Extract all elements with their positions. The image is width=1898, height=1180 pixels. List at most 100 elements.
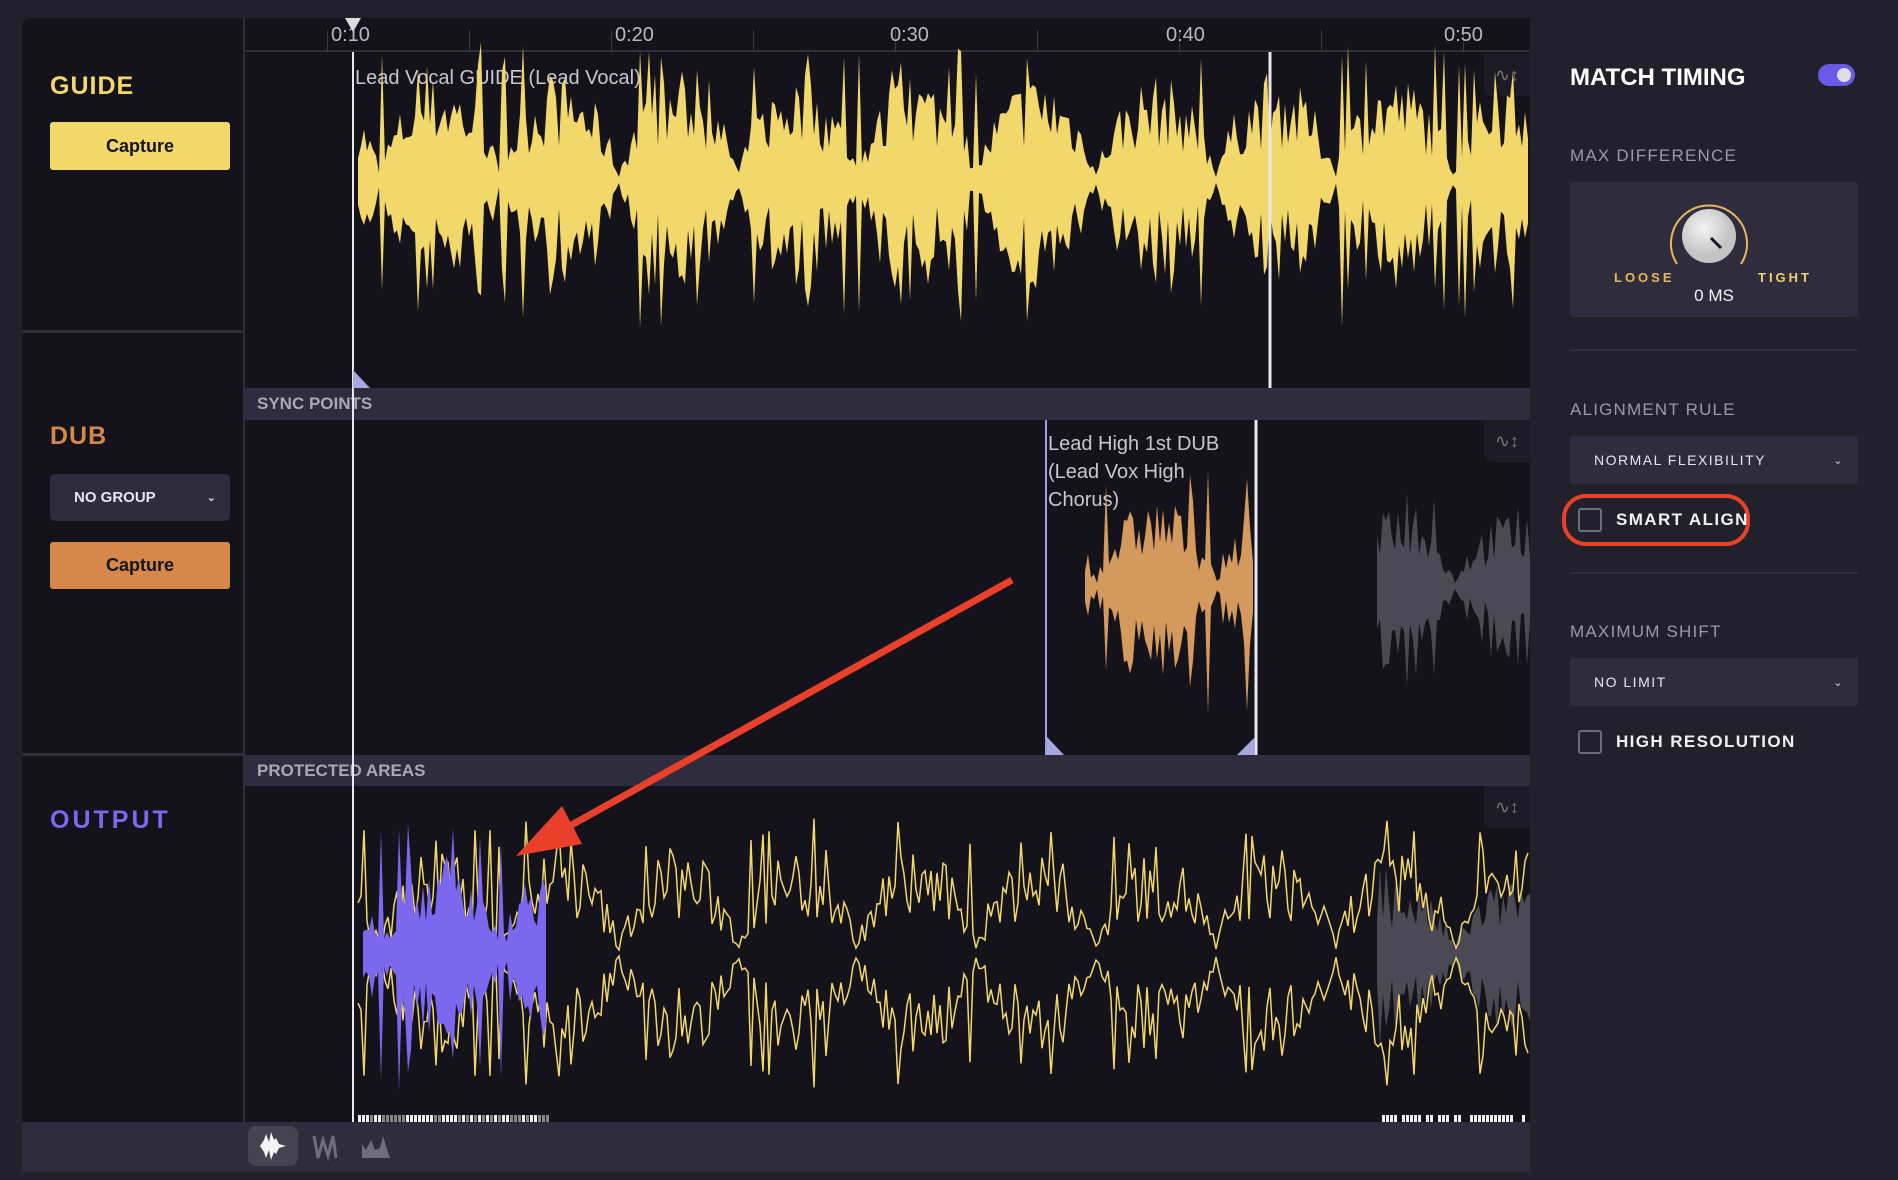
waveform-zoom-button[interactable]: ∿↕	[1484, 420, 1530, 462]
protected-area-mark	[362, 1115, 365, 1122]
protected-area-mark	[1482, 1115, 1485, 1122]
protected-area-mark	[1394, 1115, 1397, 1122]
ruler-tick	[753, 30, 754, 52]
smart-align-label[interactable]: SMART ALIGN	[1616, 510, 1749, 529]
protected-area-mark	[1490, 1115, 1493, 1122]
protected-area-mark	[1402, 1115, 1405, 1122]
chevron-down-icon: ⌄	[1833, 676, 1844, 689]
match-timing-toggle[interactable]	[1818, 64, 1855, 86]
dub-capture-button[interactable]: Capture	[50, 542, 230, 589]
protected-area-mark	[398, 1115, 401, 1122]
protected-area-mark	[366, 1115, 369, 1122]
protected-area-mark	[506, 1115, 509, 1122]
protected-area-mark	[406, 1115, 409, 1122]
waveform-zoom-icon: ∿↕	[1494, 430, 1520, 451]
timeline-panel: 0:10 0:20 0:30 0:40 0:50 GUIDE Capture D…	[22, 18, 1530, 1172]
output-guide-outline	[357, 954, 1529, 1088]
match-timing-panel: MATCH TIMING MAX DIFFERENCE LOOSE TIGHT …	[1530, 0, 1898, 1180]
dub-group-select[interactable]: NO GROUP ⌄	[50, 474, 230, 521]
protected-area-mark	[1418, 1115, 1421, 1122]
protected-area-mark	[478, 1115, 481, 1122]
protected-area-mark	[1442, 1115, 1445, 1122]
protected-area-mark	[1494, 1115, 1497, 1122]
ruler-label: 0:50	[1444, 24, 1483, 46]
protected-area-mark	[390, 1115, 393, 1122]
maximum-shift-select[interactable]: NO LIMIT ⌄	[1570, 658, 1858, 706]
guide-capture-button[interactable]: Capture	[50, 122, 230, 170]
max-difference-label: MAX DIFFERENCE	[1570, 146, 1737, 165]
protected-area-mark	[470, 1115, 473, 1122]
ruler-label: 0:40	[1166, 24, 1205, 46]
ruler-label: 0:30	[890, 24, 929, 46]
waveform-line-icon	[312, 1134, 338, 1162]
protected-area-mark	[374, 1115, 377, 1122]
protected-area-mark	[502, 1115, 505, 1122]
ruler-tick	[1321, 30, 1322, 52]
output-waveform	[363, 823, 546, 1091]
protected-area-mark	[410, 1115, 413, 1122]
protected-area-mark	[458, 1115, 461, 1122]
playhead-handle	[345, 18, 361, 32]
panel-title: MATCH TIMING	[1570, 64, 1746, 91]
chevron-down-icon: ⌄	[206, 492, 216, 504]
protected-area-mark	[526, 1115, 529, 1122]
protected-area-mark	[402, 1115, 405, 1122]
dub-clip-label: Lead High 1st DUB (Lead Vox High Chorus)	[1048, 433, 1220, 511]
protected-area-mark	[1390, 1115, 1393, 1122]
protected-area-mark	[446, 1115, 449, 1122]
alignment-rule-select[interactable]: NORMAL FLEXIBILITY ⌄	[1570, 436, 1858, 484]
ruler-tick	[327, 30, 328, 52]
maximum-shift-value: NO LIMIT	[1594, 674, 1667, 690]
ruler[interactable]: 0:10 0:20 0:30 0:40 0:50	[245, 18, 1530, 52]
divider	[1570, 349, 1858, 351]
ruler-tick	[1179, 30, 1180, 52]
protected-area-mark	[1478, 1115, 1481, 1122]
smart-align-checkbox[interactable]	[1578, 508, 1602, 532]
loose-label: LOOSE	[1614, 270, 1675, 285]
dub-waveform	[1085, 471, 1253, 714]
ruler-tick	[1463, 30, 1464, 52]
maximum-shift-label: MAXIMUM SHIFT	[1570, 622, 1722, 641]
protected-area-mark	[534, 1115, 537, 1122]
waveform-filled-button[interactable]	[248, 1126, 298, 1166]
protected-area-mark	[426, 1115, 429, 1122]
protected-area-mark	[1470, 1115, 1473, 1122]
dub-inactive-waveform	[1377, 492, 1530, 687]
protected-area-mark	[490, 1115, 493, 1122]
toggle-knob	[1837, 68, 1851, 82]
protected-area-mark	[462, 1115, 465, 1122]
protected-area-mark	[1414, 1115, 1417, 1122]
protected-area-mark	[1502, 1115, 1505, 1122]
sync-point-marker	[353, 370, 370, 388]
alignment-rule-label: ALIGNMENT RULE	[1570, 400, 1736, 419]
waveform-canvas[interactable]	[22, 18, 1530, 1122]
divider	[1570, 572, 1858, 574]
waveform-envelope-button[interactable]	[356, 1126, 396, 1166]
protected-area-mark	[386, 1115, 389, 1122]
guide-waveform	[358, 42, 1528, 328]
alignment-rule-value: NORMAL FLEXIBILITY	[1594, 452, 1766, 468]
protected-area-mark	[546, 1115, 549, 1122]
protected-area-mark	[430, 1115, 433, 1122]
sync-point-marker	[1237, 737, 1255, 755]
high-resolution-label[interactable]: HIGH RESOLUTION	[1616, 732, 1796, 751]
protected-area-mark	[482, 1115, 485, 1122]
max-difference-knob[interactable]	[1570, 182, 1858, 317]
protected-area-mark	[498, 1115, 501, 1122]
max-difference-box: LOOSE TIGHT 0 MS	[1570, 182, 1858, 317]
protected-area-mark	[1386, 1115, 1389, 1122]
row-divider	[22, 330, 245, 333]
protected-area-mark	[542, 1115, 545, 1122]
protected-area-mark	[1410, 1115, 1413, 1122]
waveform-line-button[interactable]	[306, 1126, 346, 1166]
protected-area-mark	[370, 1115, 373, 1122]
waveform-zoom-button[interactable]: ∿↕	[1484, 786, 1530, 828]
output-inactive-waveform	[1377, 866, 1530, 1046]
ruler-tick	[895, 30, 896, 52]
protected-area-mark	[1486, 1115, 1489, 1122]
protected-area-mark	[418, 1115, 421, 1122]
protected-area-mark	[514, 1115, 517, 1122]
waveform-filled-icon	[260, 1132, 286, 1160]
high-resolution-checkbox[interactable]	[1578, 730, 1602, 754]
dub-track-name: DUB	[50, 422, 108, 450]
